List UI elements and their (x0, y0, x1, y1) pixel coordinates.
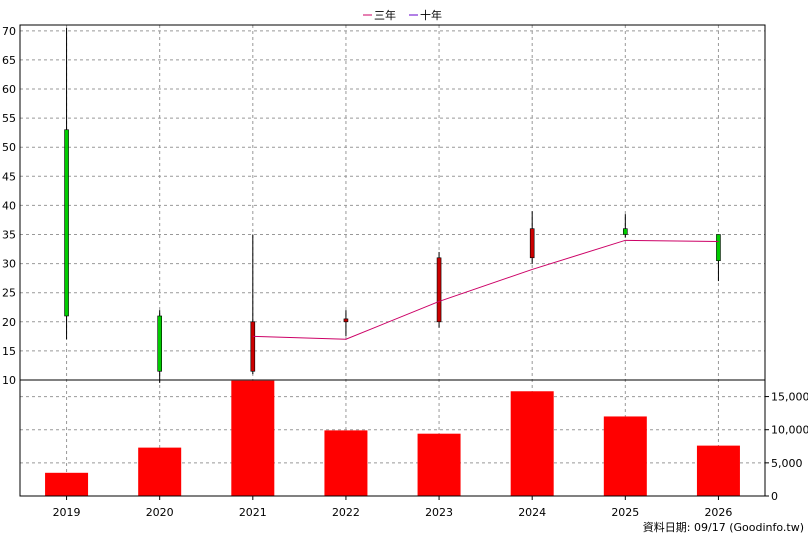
plot-frame (19, 24, 766, 497)
grid (20, 25, 765, 496)
volume-tick-label: 0 (771, 490, 778, 503)
plot-area (20, 25, 765, 496)
x-tick-label: 2021 (239, 506, 267, 519)
price-tick-label: 35 (2, 229, 16, 242)
legend: 三年 十年 (363, 8, 442, 22)
volume-bar (603, 416, 647, 496)
volume-bars (45, 380, 740, 496)
volume-bar (696, 445, 740, 496)
x-tick-label: 2023 (425, 506, 453, 519)
candle-body (623, 228, 628, 235)
volume-bar (231, 380, 275, 496)
price-tick-label: 60 (2, 83, 16, 96)
x-tick-label: 2025 (611, 506, 639, 519)
price-tick-label: 70 (2, 25, 16, 38)
x-tick-label: 2019 (53, 506, 81, 519)
x-tick-label: 2026 (704, 506, 732, 519)
price-tick-label: 20 (2, 316, 16, 329)
price-tick-label: 55 (2, 112, 16, 125)
volume-tick-label: 5,000 (771, 457, 803, 470)
ma-line-3y (252, 239, 719, 340)
candle-body (529, 228, 535, 259)
price-tick-label: 65 (2, 54, 16, 67)
candle-body (250, 321, 256, 372)
candles (64, 27, 721, 383)
legend-label-3y: 三年 (374, 8, 396, 22)
x-tick-label: 2022 (332, 506, 360, 519)
legend-label-10y: 十年 (420, 8, 442, 22)
x-tick-label: 2024 (518, 506, 546, 519)
price-tick-label: 30 (2, 258, 16, 271)
volume-bar (45, 472, 89, 496)
price-tick-label: 50 (2, 141, 16, 154)
price-tick-label: 25 (2, 287, 16, 300)
volume-tick-label: 15,000 (771, 391, 808, 404)
volume-bar (417, 433, 461, 496)
volume-bar (138, 447, 182, 496)
price-tick-label: 45 (2, 170, 16, 183)
price-tick-label: 40 (2, 199, 16, 212)
candle-body (716, 234, 721, 261)
volume-bar (324, 430, 368, 496)
candle-body (343, 318, 349, 323)
volume-tick-label: 10,000 (771, 424, 808, 437)
ma-lines (252, 239, 719, 340)
candle-body (436, 257, 442, 323)
volume-bar (510, 391, 554, 496)
price-tick-label: 15 (2, 345, 16, 358)
x-tick-label: 2020 (146, 506, 174, 519)
axes: 1015202530354045505560657005,00010,00015… (2, 24, 808, 519)
candle-body (64, 129, 69, 317)
footer-note: 資料日期: 09/17 (Goodinfo.tw) (643, 520, 804, 534)
candle-body (157, 315, 162, 372)
price-tick-label: 10 (2, 374, 16, 387)
